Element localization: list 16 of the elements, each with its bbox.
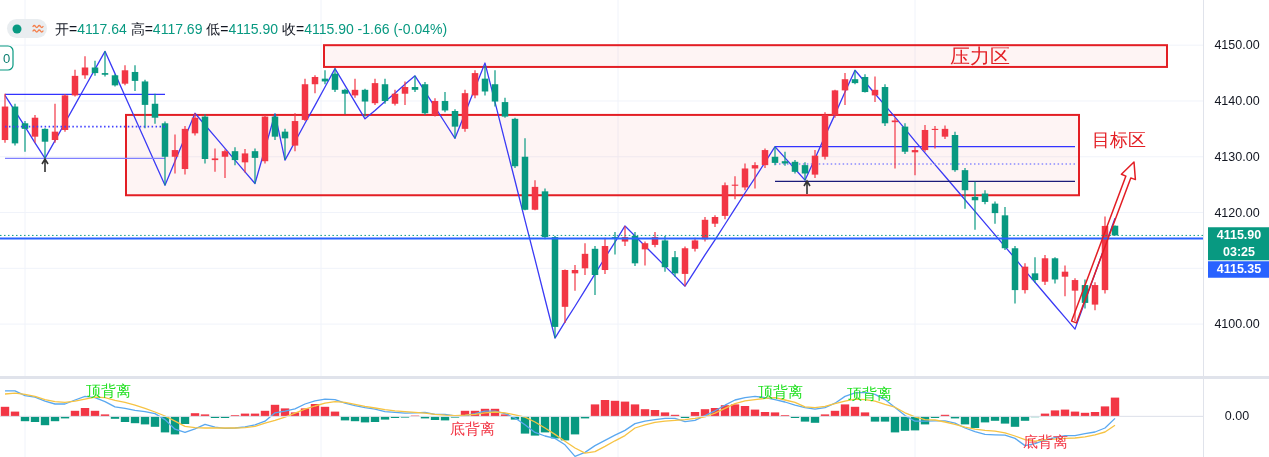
text: 开=4117.64 高=4117.69 低=4115.90 收=4115.90 -1.66 (-0.04%) — [55, 21, 448, 37]
y-tick-label: 4140.00 — [1214, 93, 1260, 108]
annotation: 底背离 — [449, 419, 495, 437]
annotation: 顶背离 — [757, 382, 803, 400]
ref-line-label: 4115.90 — [1216, 228, 1262, 243]
y-tick-label: 4100.00 — [1214, 317, 1260, 332]
ref-line-label: 4115.35 — [1216, 262, 1262, 277]
annotation: 目标区 — [1092, 130, 1146, 150]
y-tick-label: 4130.00 — [1214, 149, 1260, 164]
y-tick-label: 4120.00 — [1214, 205, 1260, 220]
annotation: 顶背离 — [85, 381, 131, 399]
annotation: 0 — [3, 50, 11, 66]
y-tick-label: 4150.00 — [1214, 38, 1260, 53]
band-label: 压力区 — [949, 45, 1010, 68]
text: 03:25 — [1223, 244, 1256, 259]
ref-line-label: 0.00 — [1224, 409, 1250, 424]
